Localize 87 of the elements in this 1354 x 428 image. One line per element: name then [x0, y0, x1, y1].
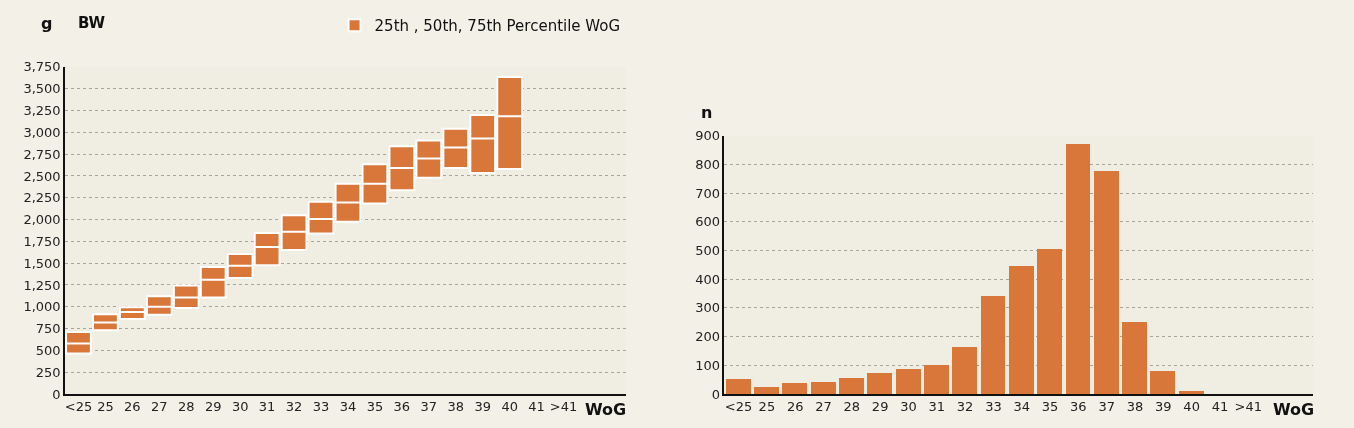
x-tick-label: 36: [1070, 399, 1087, 415]
x-tick-label: 35: [1041, 399, 1059, 415]
x-tick-label: 38: [1126, 399, 1144, 415]
x-tick-label: 27: [815, 399, 832, 415]
y-tick-label: 1,750: [23, 233, 61, 249]
legend-label: 25th , 50th, 75th Percentile WoG: [374, 17, 621, 36]
y-tick-label: 1,250: [23, 277, 61, 293]
x-tick-label: >41: [549, 399, 578, 415]
y-tick-label: 500: [35, 342, 61, 358]
y-tick-label: 100: [695, 357, 721, 373]
x-tick-label: 33: [312, 399, 330, 415]
y-tick-label: 2,500: [23, 168, 61, 184]
x-tick-label: 34: [339, 399, 357, 415]
x-tick-label: 37: [1098, 399, 1115, 415]
x-tick-label: 26: [786, 399, 804, 415]
bar: [839, 377, 865, 394]
bar: [952, 346, 978, 394]
x-tick-label: 40: [501, 399, 518, 415]
x-axis-title: WoG: [1273, 400, 1315, 419]
x-tick-label: 39: [1155, 399, 1172, 415]
bar: [1037, 248, 1063, 394]
y-tick-label: 500: [695, 243, 721, 259]
y-axis-title: g: [41, 14, 53, 33]
x-tick-label: 25: [758, 399, 776, 415]
x-tick-label: <25: [64, 399, 93, 415]
bar: [1122, 321, 1148, 394]
x-tick-label: >41: [1234, 399, 1262, 415]
bar: [726, 378, 752, 394]
y-tick-label: 0: [711, 386, 721, 402]
y-tick-label: 3,250: [23, 103, 61, 119]
y-tick-label: 800: [695, 156, 721, 172]
y-tick-label: 2,750: [23, 146, 61, 162]
y-tick-label: 900: [695, 128, 721, 144]
y-tick-label: 2,000: [23, 212, 61, 228]
x-axis-title: WoG: [585, 400, 627, 419]
x-tick-label: 32: [285, 399, 303, 415]
bar: [1009, 265, 1035, 394]
x-tick-label: 30: [231, 399, 249, 415]
x-tick-label: 33: [985, 399, 1002, 415]
x-tick-label: 26: [124, 399, 141, 415]
y-tick-label: 400: [695, 271, 721, 287]
x-tick-label: 34: [1013, 399, 1030, 415]
bar: [867, 372, 893, 394]
y-tick-label: 750: [35, 321, 61, 337]
x-tick-label: 40: [1183, 399, 1200, 415]
y-tick-label: 3,500: [23, 81, 61, 97]
y-axis-title: n: [701, 103, 713, 122]
x-tick-label: 39: [474, 399, 491, 415]
x-tick-label: 32: [956, 399, 974, 415]
bar: [811, 381, 837, 394]
x-tick-label: 29: [204, 399, 222, 415]
x-tick-label: 27: [151, 399, 168, 415]
y-tick-label: 200: [695, 329, 721, 345]
y-tick-label: 0: [52, 386, 61, 402]
bar: [1094, 170, 1120, 394]
x-tick-label: 37: [420, 399, 438, 415]
x-tick-label: 38: [447, 399, 465, 415]
x-tick-label: 41: [528, 399, 545, 415]
bar: [981, 295, 1006, 394]
y-tick-label: 300: [695, 300, 721, 316]
bar: [782, 382, 808, 394]
y-tick-label: 250: [35, 364, 61, 380]
bar: [754, 386, 780, 394]
y-tick-label: 3,000: [23, 124, 61, 140]
x-tick-label: <25: [724, 399, 753, 415]
x-tick-label: 35: [366, 399, 384, 415]
bar: [924, 364, 950, 394]
x-tick-label: 41: [1211, 399, 1229, 415]
bar: [896, 368, 922, 394]
chart-title: BW: [78, 14, 106, 32]
y-tick-label: 600: [695, 214, 721, 230]
x-tick-label: 28: [177, 399, 195, 415]
x-tick-label: 30: [900, 399, 917, 415]
y-tick-label: 3,750: [23, 59, 61, 75]
x-tick-label: 31: [258, 399, 276, 415]
y-tick-label: 700: [695, 185, 721, 201]
x-tick-label: 25: [97, 399, 114, 415]
bar: [1179, 390, 1205, 394]
x-tick-label: 31: [928, 399, 946, 415]
x-tick-label: 29: [871, 399, 889, 415]
bar: [1150, 370, 1176, 394]
y-tick-label: 2,250: [23, 190, 61, 206]
x-tick-label: 36: [393, 399, 411, 415]
y-tick-label: 1,000: [23, 299, 61, 315]
bar: [1066, 143, 1091, 394]
y-tick-label: 1,500: [23, 255, 61, 271]
x-tick-label: 28: [843, 399, 861, 415]
